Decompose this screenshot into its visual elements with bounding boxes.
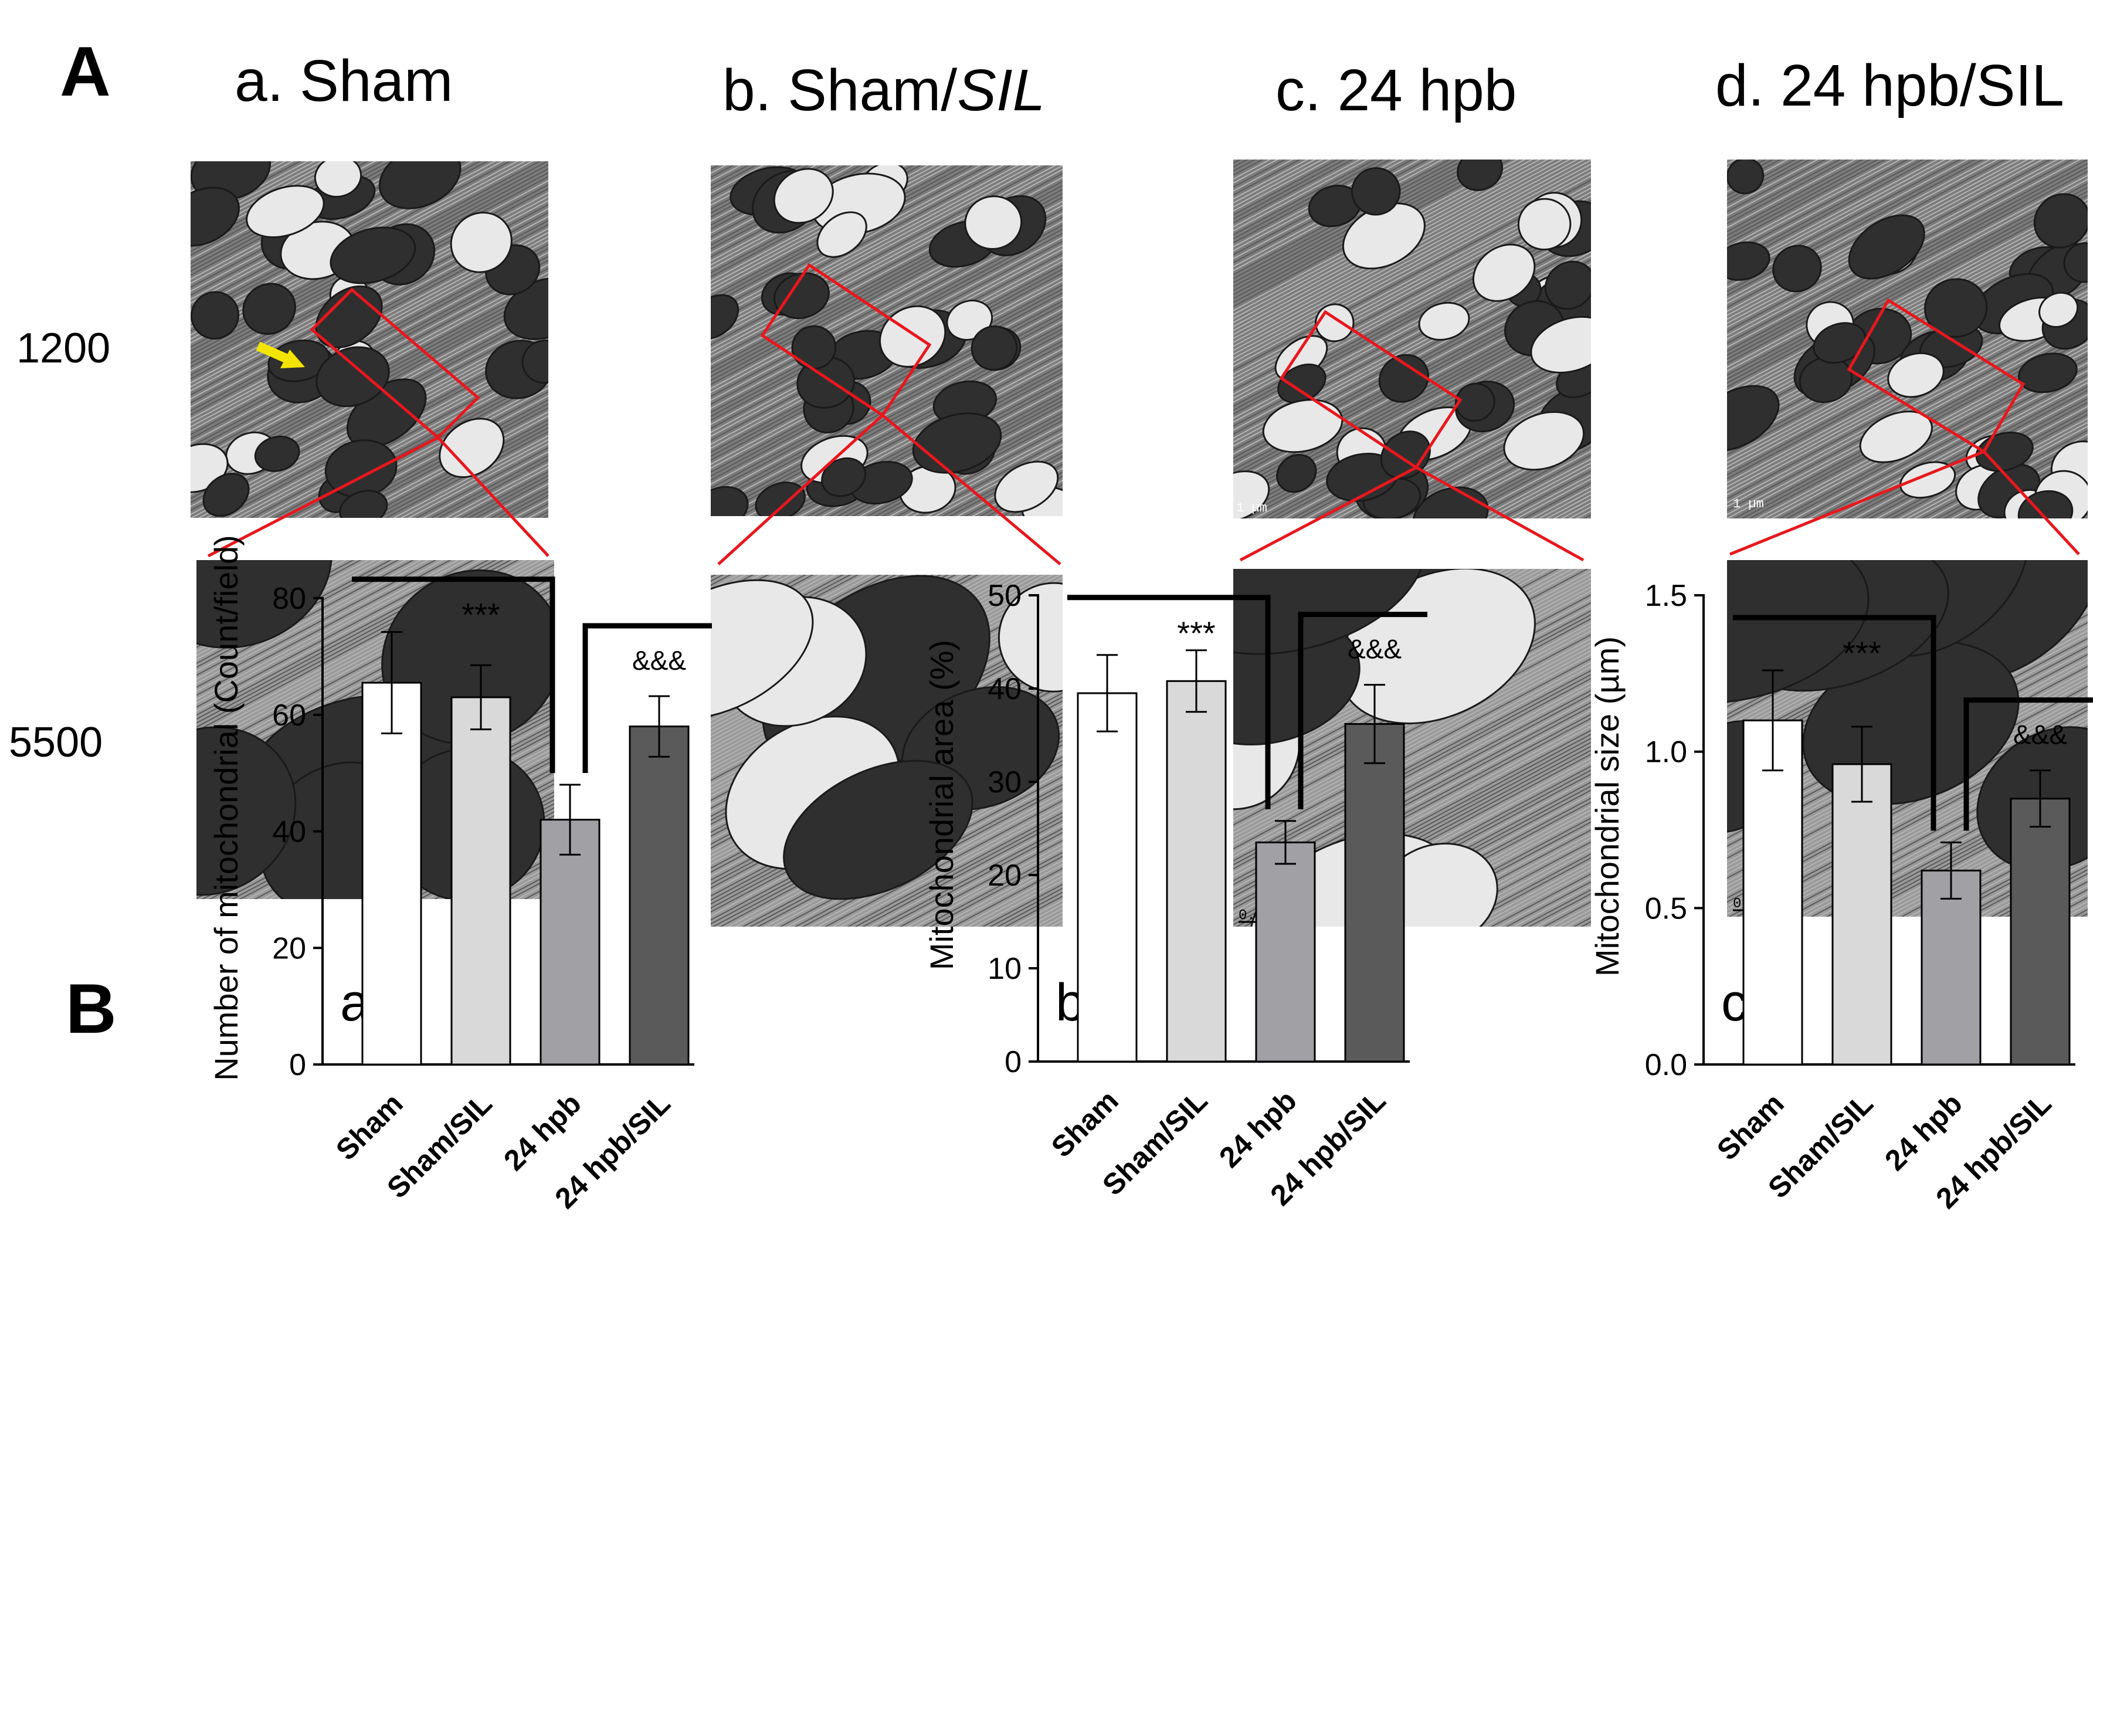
significance-bracket [1298, 612, 1427, 809]
y-tick-label: 20 [272, 931, 306, 965]
significance-marker: &&& [2013, 720, 2067, 750]
column-title-24hpb-sil: d. 24 hpb/SIL [1715, 56, 2064, 115]
micrograph-sham-sil-1200 [711, 165, 1063, 516]
x-tick-label: Sham [1045, 1084, 1125, 1164]
y-axis-label: Mitochondrial size (µm) [1589, 636, 1626, 976]
bar [540, 819, 601, 1066]
y-tick-label: 20 [988, 859, 1022, 893]
x-tick-label: 24 hpb [1878, 1087, 1969, 1177]
significance-bracket [1067, 595, 1271, 809]
x-tick-label: 24 hpb [1213, 1084, 1303, 1174]
y-tick-label: 0.5 [1645, 891, 1687, 925]
y-tick-label: 1.5 [1645, 579, 1687, 613]
y-tick-label: 0.0 [1645, 1048, 1687, 1082]
bar [1255, 841, 1316, 1063]
significance-bracket [582, 623, 712, 773]
micrograph-24hpb-sil-1200 [1727, 160, 2088, 518]
column-title-text: a. Sham [235, 48, 453, 114]
y-tick-label: 10 [988, 952, 1022, 986]
y-tick-label: 40 [272, 815, 306, 849]
y-tick-label: 1.0 [1645, 735, 1687, 769]
significance-bracket [1733, 615, 1936, 831]
y-axis-label: Number of mitochondrial (Count/field) [208, 535, 245, 1081]
x-tick-label: Sham [1711, 1087, 1790, 1167]
bar [1077, 692, 1138, 1063]
column-title-text: b. Sham/ [722, 57, 958, 123]
panel-label-a: A [60, 32, 111, 111]
significance-marker: *** [1843, 635, 1881, 672]
y-tick-label: 50 [988, 579, 1022, 613]
y-tick-label: 40 [988, 672, 1022, 706]
column-title-sham: a. Sham [235, 52, 453, 110]
y-tick-label: 30 [988, 765, 1022, 799]
bar [1344, 723, 1405, 1063]
magnification-label-5500: 5500 [9, 719, 103, 766]
bar [1921, 869, 1982, 1066]
bar [1831, 763, 1892, 1066]
bar [361, 681, 422, 1066]
y-axis-label: Mitochondrial area (%) [923, 640, 960, 970]
bar [450, 696, 511, 1066]
significance-marker: *** [1177, 615, 1215, 652]
y-tick-label: 80 [272, 582, 306, 616]
bar [1742, 719, 1803, 1066]
x-tick-label: Sham [330, 1087, 409, 1167]
column-title-text: d. 24 hpb/SIL [1715, 53, 2064, 118]
x-tick-label: 24 hpb [497, 1087, 588, 1177]
magnification-label-1200: 1200 [16, 325, 111, 372]
y-tick-label: 60 [272, 699, 306, 733]
column-title-24hpb: c. 24 hpb [1275, 61, 1516, 120]
column-title-sham-sil: b. Sham/SIL [722, 61, 1045, 120]
significance-marker: *** [462, 596, 500, 633]
micrograph-24hpb-1200 [1233, 160, 1591, 518]
bar [2010, 798, 2071, 1066]
significance-marker: &&& [632, 645, 686, 676]
significance-bracket [1963, 697, 2093, 831]
bar-chart-mitochondrial-size: c. 0.0 0.5 1.0 1.5 Mitochondrial size (µm) Sha… [1534, 579, 2117, 1730]
y-tick-label: 0 [289, 1048, 306, 1082]
micrograph-sham-sil-5500 [711, 575, 1063, 927]
bar [629, 725, 690, 1066]
panel-label-b: B [66, 969, 117, 1048]
column-title-italic: SIL [957, 57, 1046, 123]
bar [1166, 680, 1227, 1063]
y-tick-label: 0 [1005, 1045, 1022, 1079]
significance-bracket [352, 577, 555, 773]
column-title-text: c. 24 hpb [1275, 57, 1517, 123]
significance-marker: &&& [1348, 634, 1402, 664]
micrograph-sham-1200 [191, 161, 548, 518]
